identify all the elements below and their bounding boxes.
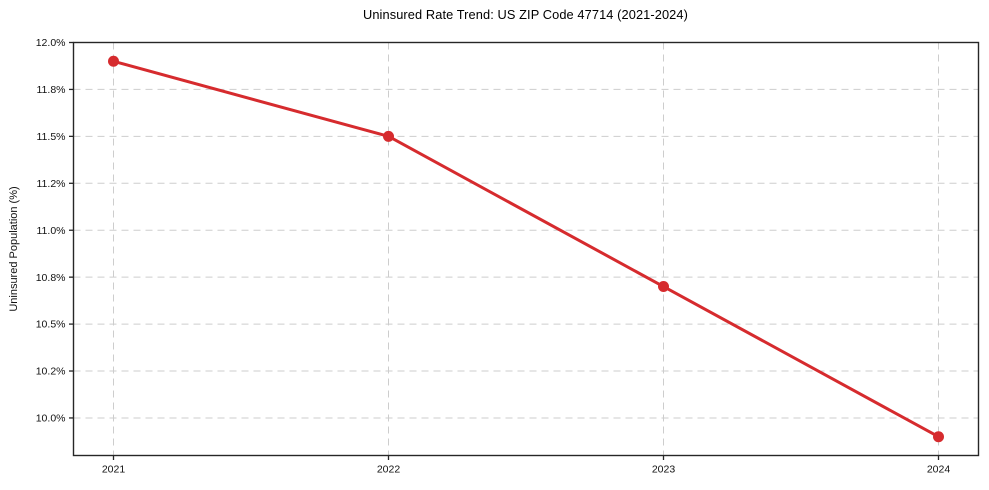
- y-axis-label: Uninsured Population (%): [8, 186, 20, 312]
- y-tick-label: 10.8%: [36, 272, 66, 284]
- plot-border: [72, 41, 980, 457]
- x-tick-label: 2023: [652, 464, 676, 476]
- y-tick-label: 10.5%: [36, 319, 66, 331]
- data-point-2024: [933, 431, 944, 443]
- x-tick-label: 2022: [377, 464, 401, 476]
- y-tick-label: 11.2%: [37, 178, 66, 190]
- y-tick-label: 10.2%: [36, 366, 66, 378]
- x-tick-label: 2024: [927, 464, 951, 476]
- y-tick-label: 11.0%: [37, 225, 66, 237]
- y-tick-label: 12.0%: [36, 37, 66, 49]
- y-tick-label: 11.5%: [37, 131, 66, 143]
- data-point-2022: [383, 130, 394, 142]
- y-tick-label: 11.8%: [37, 84, 66, 96]
- x-tick-label: 2021: [102, 464, 126, 476]
- y-tick-label: 10.0%: [36, 413, 66, 425]
- data-point-2021: [108, 55, 119, 67]
- data-point-2023: [658, 281, 669, 293]
- trend-line: [112, 59, 940, 439]
- chart-title: Uninsured Rate Trend: US ZIP Code 47714 …: [363, 7, 688, 22]
